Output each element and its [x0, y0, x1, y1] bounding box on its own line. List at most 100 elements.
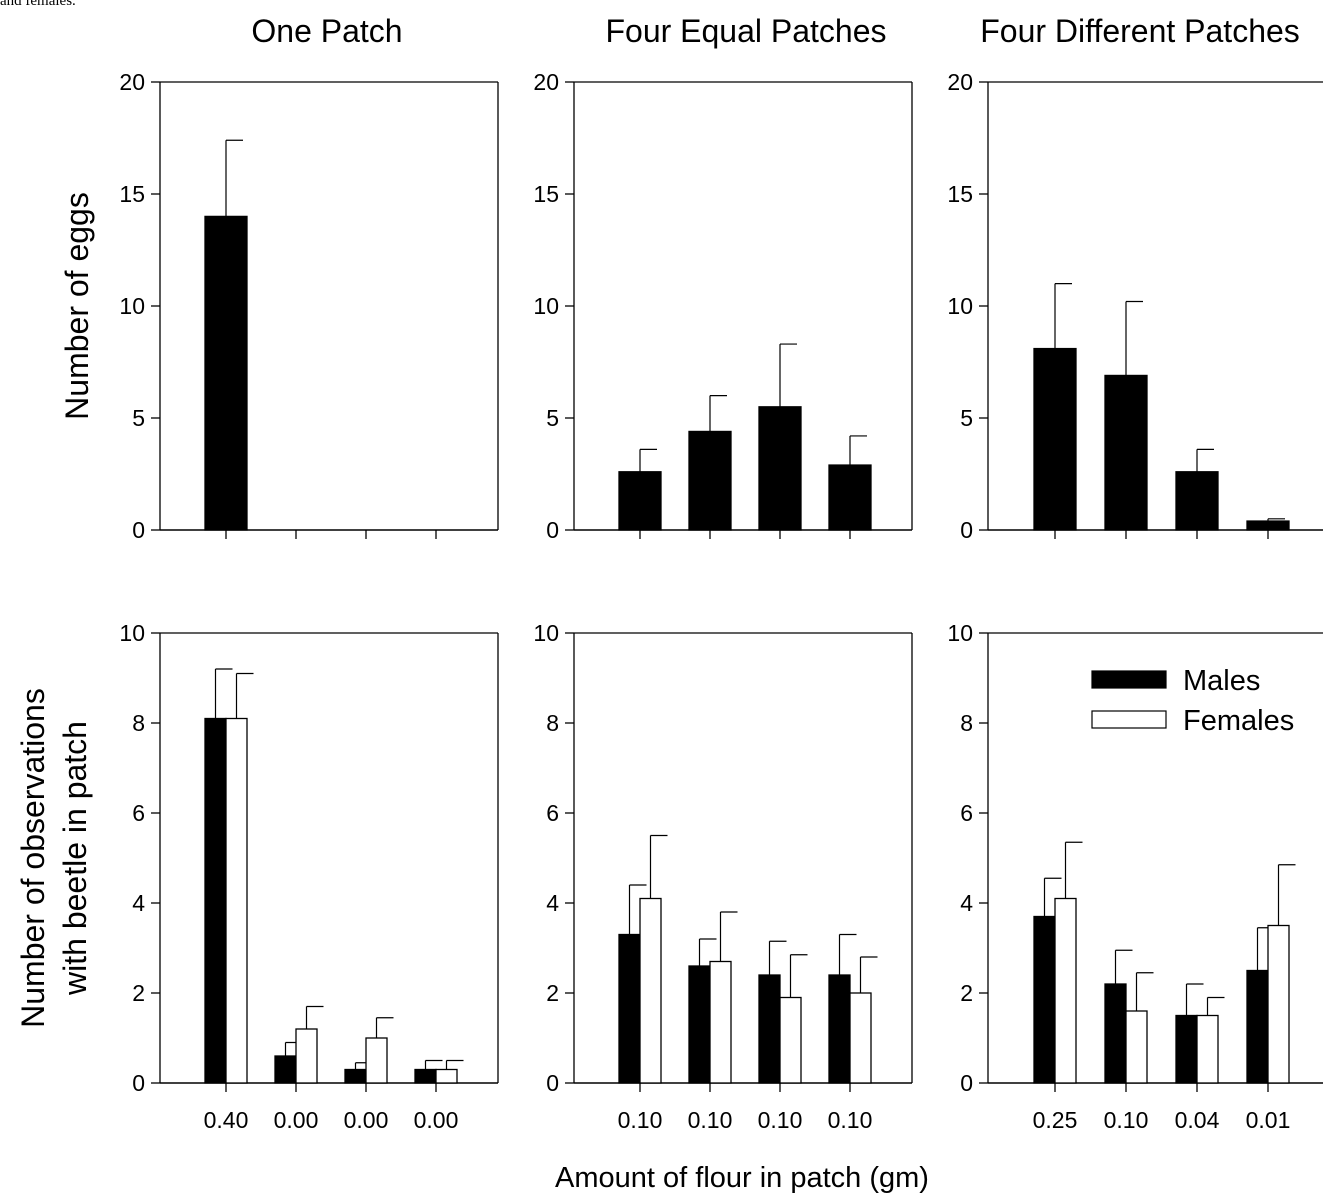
legend: Males Females [1091, 665, 1294, 737]
bar-value [828, 464, 872, 531]
x-tick-label: 0.10 [688, 1107, 733, 1133]
y-tick-label: 10 [947, 293, 973, 319]
panel-obs-four-different: 0 2 4 6 8 10 0.25 0.10 0.04 0.01 [947, 620, 1323, 1133]
y-tick-label: 0 [132, 1070, 145, 1096]
column-titles: One Patch Four Equal Patches Four Differen… [251, 13, 1299, 49]
panel-eggs-one-patch: 0 5 10 15 20 [119, 69, 499, 543]
y-tick-label: 2 [546, 980, 559, 1006]
y-tick-label: 0 [546, 1070, 559, 1096]
panel-eggs-four-different: 0 5 10 15 20 [947, 69, 1323, 543]
y-tick-label: 0 [546, 517, 559, 543]
y-tick-label: 8 [132, 710, 145, 736]
x-tick-label: 0.40 [204, 1107, 249, 1133]
x-tick-label: 0.10 [758, 1107, 803, 1133]
y-tick-label: 20 [947, 69, 973, 95]
column-title: Four Equal Patches [605, 13, 886, 49]
panel-obs-four-equal: 0 2 4 6 8 10 0.10 0.10 0.10 0.10 [533, 620, 913, 1133]
legend-swatch-females [1091, 710, 1167, 729]
y-tick-label: 10 [533, 620, 559, 646]
bar-females [225, 717, 248, 1084]
x-tick-label: 0.10 [618, 1107, 663, 1133]
y-tick-label: 8 [960, 710, 973, 736]
bar-females [365, 1037, 388, 1084]
bar-females [1125, 1010, 1148, 1084]
y-axis-label: with beetle in patch [57, 721, 93, 996]
bar-males [688, 965, 711, 1084]
x-tick-label: 0.01 [1246, 1107, 1291, 1133]
x-tick-label: 0.04 [1175, 1107, 1220, 1133]
y-tick-label: 6 [546, 800, 559, 826]
legend-label-males: Males [1183, 665, 1260, 697]
bar-value [618, 471, 662, 531]
y-tick-label: 2 [132, 980, 145, 1006]
y-tick-label: 15 [947, 181, 973, 207]
y-tick-label: 15 [533, 181, 559, 207]
bar-value [204, 215, 248, 531]
y-tick-label: 4 [960, 890, 973, 916]
y-tick-label: 15 [119, 181, 145, 207]
caption-fragment: and females. [0, 0, 76, 9]
bar-males [344, 1068, 367, 1084]
bar-value [688, 430, 732, 531]
bar-males [414, 1068, 437, 1084]
column-title: One Patch [251, 13, 402, 49]
bar-value [758, 406, 802, 531]
y-tick-label: 6 [960, 800, 973, 826]
y-tick-label: 0 [960, 1070, 973, 1096]
bar-females [435, 1068, 458, 1084]
y-tick-label: 10 [119, 620, 145, 646]
y-tick-label: 0 [132, 517, 145, 543]
y-tick-label: 10 [119, 293, 145, 319]
y-tick-label: 5 [132, 405, 145, 431]
bar-value [1104, 374, 1148, 531]
bar-males [758, 974, 781, 1084]
bar-males [1104, 983, 1127, 1084]
bar-females [295, 1028, 318, 1084]
y-tick-label: 20 [533, 69, 559, 95]
bar-males [1175, 1014, 1198, 1084]
y-tick-label: 4 [132, 890, 145, 916]
bar-value [1033, 347, 1077, 531]
bar-males [204, 717, 227, 1084]
column-title: Four Different Patches [980, 13, 1300, 49]
y-axis-label: Number of eggs [59, 192, 95, 420]
y-axis-label: Number of observations [15, 688, 51, 1028]
bar-males [274, 1055, 297, 1084]
y-tick-label: 10 [533, 293, 559, 319]
bar-females [849, 992, 872, 1084]
y-tick-label: 2 [960, 980, 973, 1006]
x-tick-label: 0.10 [828, 1107, 873, 1133]
bar-value [1175, 471, 1219, 531]
bar-males [1033, 915, 1056, 1084]
x-tick-label: 0.00 [344, 1107, 389, 1133]
bar-females [639, 897, 662, 1084]
panel-eggs-four-equal: 0 5 10 15 20 [533, 69, 913, 543]
legend-label-females: Females [1183, 705, 1294, 737]
panel-obs-one-patch: 0 2 4 6 8 10 0.40 0.00 0.00 0.00 [119, 620, 499, 1133]
y-tick-label: 6 [132, 800, 145, 826]
bar-females [709, 960, 732, 1084]
y-tick-label: 4 [546, 890, 559, 916]
x-tick-label: 0.00 [274, 1107, 319, 1133]
bar-females [1196, 1014, 1219, 1084]
y-tick-label: 20 [119, 69, 145, 95]
bar-value [1246, 520, 1290, 531]
y-tick-label: 0 [960, 517, 973, 543]
y-tick-label: 5 [960, 405, 973, 431]
bar-males [618, 933, 641, 1084]
y-tick-label: 8 [546, 710, 559, 736]
bar-males [828, 974, 851, 1084]
x-tick-label: 0.10 [1104, 1107, 1149, 1133]
bar-females [779, 996, 802, 1084]
legend-swatch-males [1091, 670, 1167, 689]
row-axis-labels: Number of eggs Number of observations with… [15, 192, 95, 1028]
y-tick-label: 10 [947, 620, 973, 646]
bar-females [1267, 924, 1290, 1084]
x-tick-label: 0.00 [414, 1107, 459, 1133]
x-axis-label: Amount of flour in patch (gm) [555, 1162, 929, 1193]
bar-females [1054, 897, 1077, 1084]
x-tick-label: 0.25 [1033, 1107, 1078, 1133]
bar-males [1246, 969, 1269, 1084]
